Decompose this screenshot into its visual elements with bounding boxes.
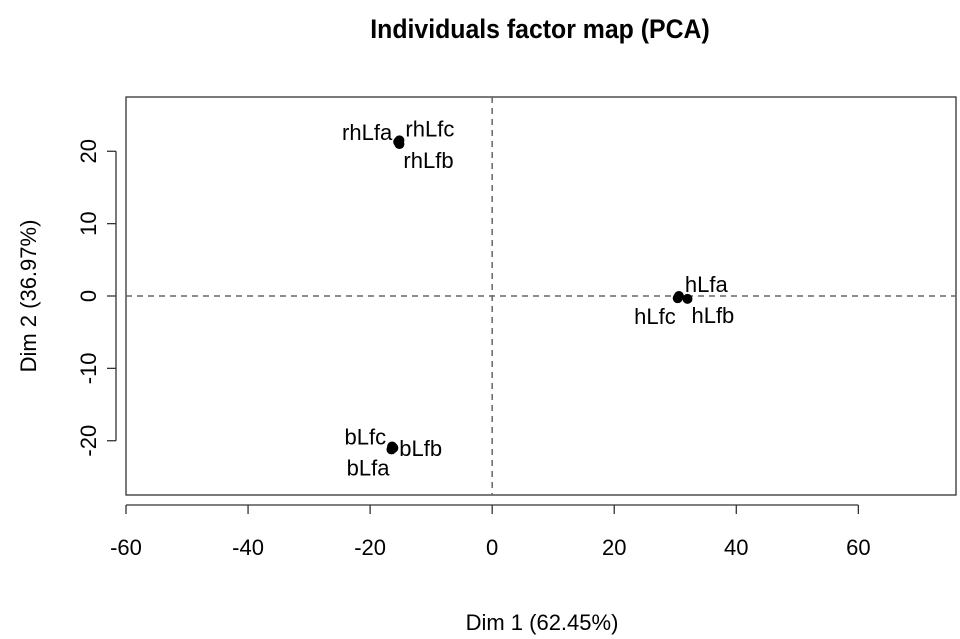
x-tick-label: -40 [232, 535, 264, 560]
axes: -60 -40 -20 0 20 40 60 -20 -10 0 10 20 [76, 139, 871, 560]
point-label-rhLfb: rhLfb [403, 148, 453, 173]
x-tick-label: 60 [846, 535, 870, 560]
point-label-bLfc: bLfc [344, 425, 386, 450]
y-tick-label: -10 [76, 352, 101, 384]
x-tick-label: -60 [110, 535, 142, 560]
y-axis-title: Dim 2 (36.97%) [16, 220, 41, 373]
x-tick-label: 20 [602, 535, 626, 560]
y-tick-label: 10 [76, 211, 101, 235]
data-points: rhLfa rhLfc rhLfb hLfa hLfc hLfb bLfc bLfb bLfa [342, 116, 734, 480]
chart-title: Individuals factor map (PCA) [370, 15, 709, 44]
point-marker-rhLfb [394, 139, 405, 150]
y-tick-label: -20 [76, 425, 101, 457]
point-marker-hLfc [672, 293, 683, 304]
point-label-rhLfa: rhLfa [342, 120, 393, 145]
point-marker-bLfa [386, 444, 397, 455]
y-tick-label: 20 [76, 139, 101, 163]
point-label-hLfc: hLfc [634, 304, 676, 329]
plot-area [125, 96, 957, 496]
point-label-hLfb: hLfb [691, 303, 734, 328]
point-marker-hLfb [682, 293, 693, 304]
point-label-bLfa: bLfa [347, 455, 391, 480]
x-axis-title: Dim 1 (62.45%) [466, 610, 619, 635]
x-tick-label: -20 [354, 535, 386, 560]
point-label-bLfb: bLfb [399, 436, 442, 461]
y-tick-label: 0 [76, 290, 101, 302]
point-label-rhLfc: rhLfc [405, 116, 454, 141]
x-tick-label: 40 [724, 535, 748, 560]
point-label-hLfa: hLfa [685, 272, 729, 297]
x-tick-label: 0 [486, 535, 498, 560]
